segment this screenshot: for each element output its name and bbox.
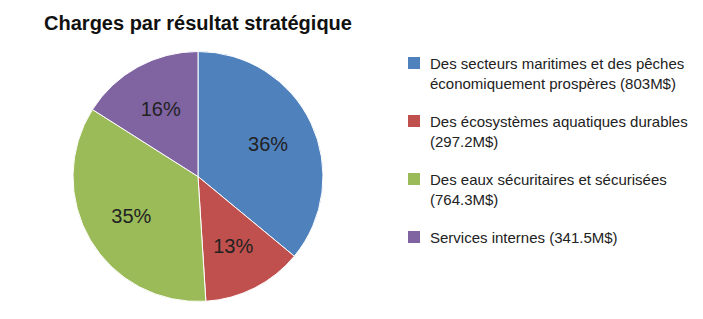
svg-text:13%: 13%	[213, 235, 253, 257]
svg-text:36%: 36%	[248, 133, 288, 155]
html-text:Charges par résultat stratégiq: Charges par résultat stratégique	[44, 12, 352, 34]
html-text:Services internes (341.5M$): Services internes (341.5M$)	[430, 228, 618, 246]
html-text:Des écosystèmes aquatiques dur: Des écosystèmes aquatiques durables (297…	[430, 112, 688, 150]
svg-text:16%: 16%	[141, 98, 181, 120]
svg-text:35%: 35%	[111, 205, 151, 227]
html-text:Des secteurs maritimes et des: Des secteurs maritimes et des pêches éco…	[430, 54, 685, 92]
html-text:Des eaux sécuritaires et sécur: Des eaux sécuritaires et sécurisées (764…	[430, 170, 667, 208]
